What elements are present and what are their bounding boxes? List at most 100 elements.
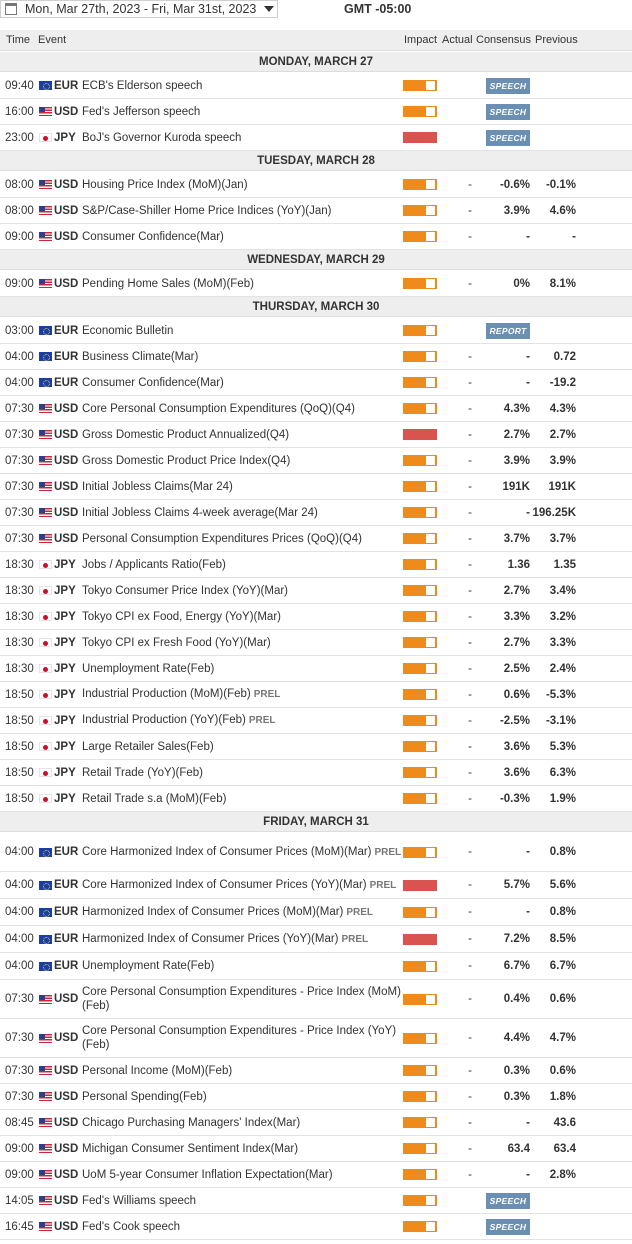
col-time[interactable]: Time [6, 34, 31, 46]
table-row[interactable]: 18:30 JPY Jobs / Applicants Ratio(Feb) - 1.3… [0, 552, 632, 578]
event-name[interactable]: Consumer Confidence(Mar) [82, 224, 402, 249]
table-row[interactable]: 09:00 USD UoM 5-year Consumer Inflation Ex… [0, 1162, 632, 1188]
event-name[interactable]: Fed's Williams speech [82, 1188, 402, 1213]
table-row[interactable]: 04:00 EUR Core Harmonized Index of Consume… [0, 833, 632, 872]
table-row[interactable]: 09:00 USD Pending Home Sales (MoM)(Feb) - 0%… [0, 271, 632, 297]
table-row[interactable]: 07:30 USD Core Personal Consumption Expend… [0, 396, 632, 422]
table-row[interactable]: 07:30 USD Core Personal Consumption Expend… [0, 1019, 632, 1058]
table-row[interactable]: 18:30 JPY Tokyo CPI ex Food, Energy (YoY)(… [0, 604, 632, 630]
event-name[interactable]: Tokyo CPI ex Food, Energy (YoY)(Mar) [82, 604, 402, 629]
impact-medium-bar [403, 960, 437, 972]
table-row[interactable]: 18:50 JPY Retail Trade (YoY)(Feb) - 3.6% 6.3% [0, 760, 632, 786]
event-name[interactable]: Industrial Production (MoM)(Feb) PREL [82, 682, 402, 707]
event-name[interactable]: Fed's Cook speech [82, 1214, 402, 1239]
event-name[interactable]: Consumer Confidence(Mar) [82, 370, 402, 395]
event-name[interactable]: Gross Domestic Product Annualized(Q4) [82, 422, 402, 447]
table-row[interactable]: 09:00 USD Michigan Consumer Sentiment Inde… [0, 1136, 632, 1162]
col-consensus[interactable]: Consensus [476, 34, 532, 46]
event-name[interactable]: Harmonized Index of Consumer Prices (YoY… [82, 926, 402, 952]
table-row[interactable]: 08:00 USD S&P/Case-Shiller Home Price Indi… [0, 198, 632, 224]
table-row[interactable]: 04:00 EUR Harmonized Index of Consumer Pri… [0, 926, 632, 953]
event-name[interactable]: Industrial Production (YoY)(Feb) PREL [82, 708, 402, 733]
event-label: Fed's Jefferson speech [82, 105, 201, 118]
caret-down-icon[interactable] [264, 6, 275, 12]
table-row[interactable]: 07:30 USD Initial Jobless Claims 4-week av… [0, 500, 632, 526]
col-previous[interactable]: Previous [535, 34, 578, 46]
table-row[interactable]: 18:50 JPY Large Retailer Sales(Feb) - 3.6% 5.… [0, 734, 632, 760]
table-row[interactable]: 16:00 USD Fed's Jefferson speech SPEECH [0, 99, 632, 125]
event-name[interactable]: Initial Jobless Claims(Mar 24) [82, 474, 402, 499]
speech-tag[interactable]: SPEECH [486, 1193, 530, 1209]
event-name[interactable]: Unemployment Rate(Feb) [82, 953, 402, 979]
table-row[interactable]: 08:00 USD Housing Price Index (MoM)(Jan) - -… [0, 172, 632, 198]
event-name[interactable]: Michigan Consumer Sentiment Index(Mar) [82, 1136, 402, 1161]
table-row[interactable]: 04:00 EUR Consumer Confidence(Mar) - - -19.2 [0, 370, 632, 396]
table-row[interactable]: 08:45 USD Chicago Purchasing Managers' Ind… [0, 1110, 632, 1136]
event-name[interactable]: ECB's Elderson speech [82, 73, 402, 98]
table-row[interactable]: 04:00 EUR Harmonized Index of Consumer Pri… [0, 899, 632, 926]
event-name[interactable]: Gross Domestic Product Price Index(Q4) [82, 448, 402, 473]
speech-tag[interactable]: SPEECH [486, 1219, 530, 1235]
event-name[interactable]: Business Climate(Mar) [82, 344, 402, 369]
event-name[interactable]: UoM 5-year Consumer Inflation Expectatio… [82, 1162, 402, 1187]
event-name[interactable]: Housing Price Index (MoM)(Jan) [82, 172, 402, 197]
col-actual[interactable]: Actual [442, 34, 473, 46]
table-row[interactable]: 07:30 USD Personal Income (MoM)(Feb) - 0.3% 0… [0, 1058, 632, 1084]
table-row[interactable]: 07:30 USD Gross Domestic Product Price Ind… [0, 448, 632, 474]
table-row[interactable]: 18:50 JPY Industrial Production (MoM)(Feb)… [0, 682, 632, 708]
table-row[interactable]: 04:00 EUR Unemployment Rate(Feb) - 6.7% 6.7% [0, 953, 632, 980]
table-row[interactable]: 16:45 USD Fed's Cook speech SPEECH [0, 1214, 632, 1240]
event-name[interactable]: Initial Jobless Claims 4-week average(Ma… [82, 500, 402, 525]
table-row[interactable]: 09:40 EUR ECB's Elderson speech SPEECH [0, 73, 632, 99]
event-name[interactable]: Tokyo Consumer Price Index (YoY)(Mar) [82, 578, 402, 603]
table-row[interactable]: 18:50 JPY Industrial Production (YoY)(Feb)… [0, 708, 632, 734]
event-name[interactable]: Tokyo CPI ex Fresh Food (YoY)(Mar) [82, 630, 402, 655]
event-name[interactable]: Retail Trade s.a (MoM)(Feb) [82, 786, 402, 811]
event-name[interactable]: Core Harmonized Index of Consumer Prices… [82, 833, 402, 871]
table-row[interactable]: 04:00 EUR Core Harmonized Index of Consume… [0, 872, 632, 899]
report-tag[interactable]: REPORT [486, 323, 530, 339]
table-row[interactable]: 18:30 JPY Tokyo CPI ex Fresh Food (YoY)(Ma… [0, 630, 632, 656]
table-row[interactable]: 07:30 USD Gross Domestic Product Annualize… [0, 422, 632, 448]
table-row[interactable]: 18:50 JPY Retail Trade s.a (MoM)(Feb) - -0.3… [0, 786, 632, 812]
event-name[interactable]: BoJ's Governor Kuroda speech [82, 125, 402, 150]
table-row[interactable]: 07:30 USD Core Personal Consumption Expend… [0, 980, 632, 1019]
table-row[interactable]: 14:05 USD Fed's Williams speech SPEECH [0, 1188, 632, 1214]
event-name[interactable]: Core Harmonized Index of Consumer Prices… [82, 872, 402, 898]
col-impact[interactable]: Impact [404, 34, 438, 46]
impact-indicator [403, 224, 439, 249]
event-name[interactable]: Retail Trade (YoY)(Feb) [82, 760, 402, 785]
event-name[interactable]: Jobs / Applicants Ratio(Feb) [82, 552, 402, 577]
event-name[interactable]: Fed's Jefferson speech [82, 99, 402, 124]
event-name[interactable]: Chicago Purchasing Managers' Index(Mar) [82, 1110, 402, 1135]
table-row[interactable]: 09:00 USD Consumer Confidence(Mar) - - - [0, 224, 632, 250]
table-row[interactable]: 18:30 JPY Unemployment Rate(Feb) - 2.5% 2.4% [0, 656, 632, 682]
table-row[interactable]: 07:30 USD Personal Consumption Expenditure… [0, 526, 632, 552]
event-name[interactable]: Personal Income (MoM)(Feb) [82, 1058, 402, 1083]
currency: JPY [39, 656, 81, 681]
table-row[interactable]: 07:30 USD Initial Jobless Claims(Mar 24) - 1… [0, 474, 632, 500]
speech-tag[interactable]: SPEECH [486, 130, 530, 146]
table-row[interactable]: 23:00 JPY BoJ's Governor Kuroda speech SPEE… [0, 125, 632, 151]
event-name[interactable]: Large Retailer Sales(Feb) [82, 734, 402, 759]
table-row[interactable]: 07:30 USD Personal Spending(Feb) - 0.3% 1.8% [0, 1084, 632, 1110]
speech-tag[interactable]: SPEECH [486, 78, 530, 94]
col-event[interactable]: Event [38, 34, 67, 46]
event-name[interactable]: Core Personal Consumption Expenditures -… [82, 980, 402, 1018]
event-name[interactable]: Core Personal Consumption Expenditures -… [82, 1019, 402, 1057]
date-range-picker[interactable]: Mon, Mar 27th, 2023 - Fri, Mar 31st, 202… [0, 0, 278, 18]
table-row[interactable]: 03:00 EUR Economic Bulletin REPORT [0, 318, 632, 344]
currency: EUR [39, 318, 81, 343]
event-name[interactable]: Personal Spending(Feb) [82, 1084, 402, 1109]
speech-tag[interactable]: SPEECH [486, 104, 530, 120]
event-name[interactable]: Core Personal Consumption Expenditures (… [82, 396, 402, 421]
event-name[interactable]: Economic Bulletin [82, 318, 402, 343]
event-name[interactable]: Unemployment Rate(Feb) [82, 656, 402, 681]
table-row[interactable]: 04:00 EUR Business Climate(Mar) - - 0.72 [0, 344, 632, 370]
event-name[interactable]: Harmonized Index of Consumer Prices (MoM… [82, 899, 402, 925]
event-name[interactable]: Personal Consumption Expenditures Prices… [82, 526, 402, 551]
previous-value: 191K [548, 480, 577, 493]
event-name[interactable]: S&P/Case-Shiller Home Price Indices (YoY… [82, 198, 402, 223]
event-name[interactable]: Pending Home Sales (MoM)(Feb) [82, 271, 402, 296]
table-row[interactable]: 18:30 JPY Tokyo Consumer Price Index (YoY)… [0, 578, 632, 604]
